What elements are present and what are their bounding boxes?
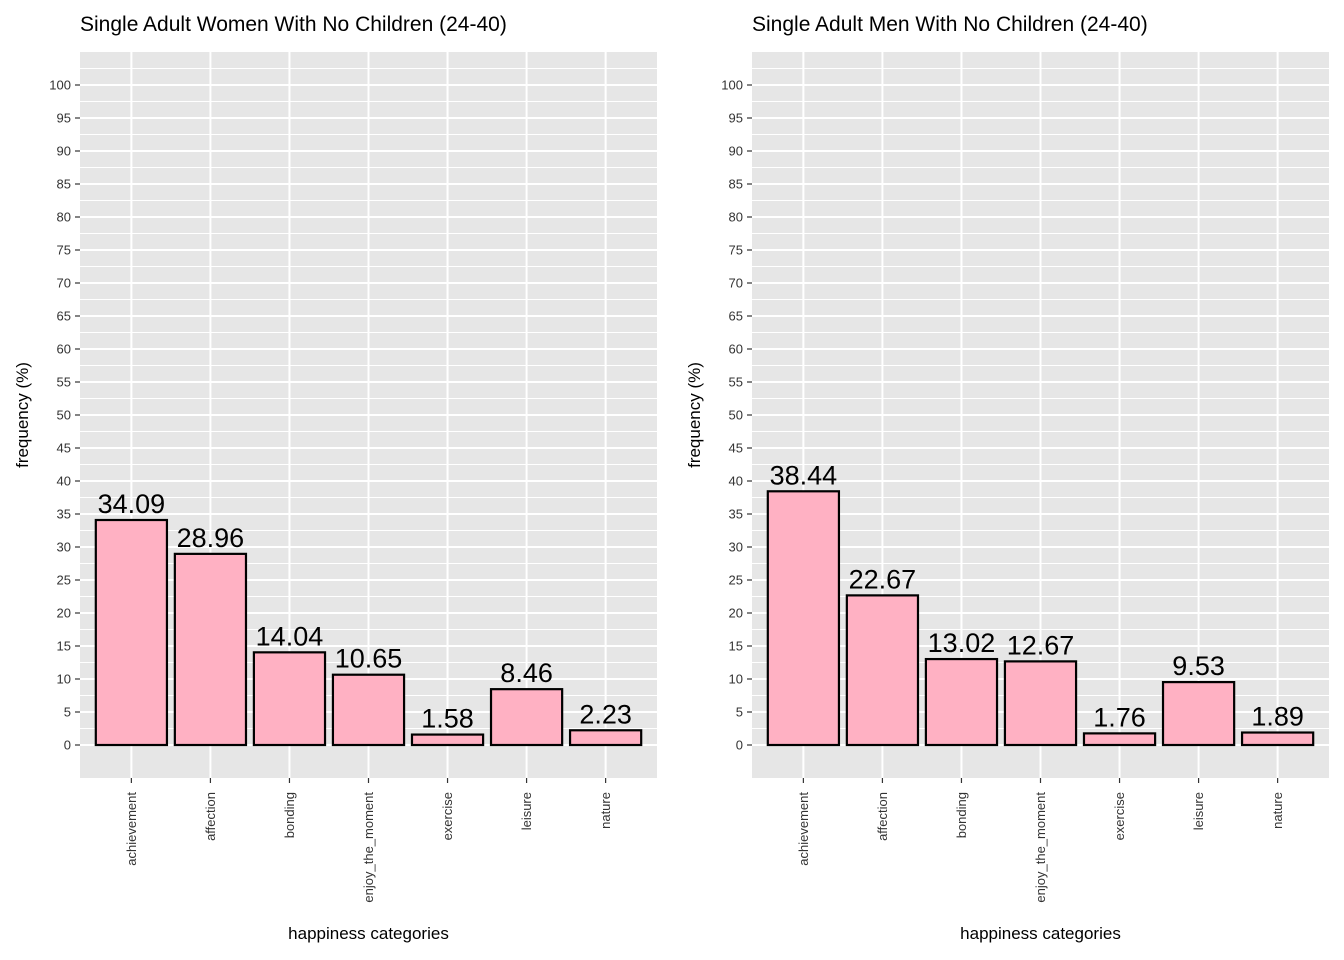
bar-value-label: 13.02 bbox=[928, 628, 996, 658]
bar-value-label: 10.65 bbox=[335, 644, 403, 674]
x-tick-label: achievement bbox=[796, 792, 811, 866]
bar bbox=[845, 594, 920, 747]
x-tick-label: enjoy_the_moment bbox=[1033, 792, 1048, 903]
y-tick-label: 35 bbox=[57, 507, 71, 522]
x-axis-title: happiness categories bbox=[960, 924, 1121, 943]
x-tick-label: enjoy_the_moment bbox=[361, 792, 376, 903]
x-tick-label: nature bbox=[598, 792, 613, 829]
y-tick-label: 15 bbox=[57, 639, 71, 654]
y-tick-label: 100 bbox=[49, 78, 71, 93]
bar bbox=[94, 518, 169, 747]
y-tick-label: 0 bbox=[64, 738, 71, 753]
y-tick-label: 85 bbox=[57, 177, 71, 192]
chart-title: Single Adult Women With No Children (24-… bbox=[80, 13, 507, 36]
y-tick-label: 75 bbox=[57, 243, 71, 258]
bar-value-label: 1.89 bbox=[1251, 702, 1304, 732]
chart-title: Single Adult Men With No Children (24-40… bbox=[752, 13, 1148, 36]
y-tick-label: 90 bbox=[57, 144, 71, 159]
y-tick-label: 80 bbox=[729, 210, 743, 225]
bar-value-label: 2.23 bbox=[579, 699, 632, 729]
y-tick-label: 40 bbox=[57, 474, 71, 489]
y-tick-label: 40 bbox=[729, 474, 743, 489]
y-tick-label: 25 bbox=[729, 573, 743, 588]
y-tick-label: 60 bbox=[57, 342, 71, 357]
bar bbox=[924, 657, 999, 747]
plot-area: 0 5 10 15 20 25 30 35 40 45 50 55 60 65 70 75 80 85 90 95 10… bbox=[49, 52, 657, 903]
bar bbox=[173, 552, 248, 747]
y-tick-label: 55 bbox=[57, 375, 71, 390]
y-tick-label: 85 bbox=[729, 177, 743, 192]
bar-value-label: 8.46 bbox=[500, 658, 553, 688]
y-tick-label: 5 bbox=[736, 705, 743, 720]
bar-value-label: 1.58 bbox=[421, 704, 474, 734]
bar-value-label: 34.09 bbox=[98, 489, 166, 519]
y-tick-label: 0 bbox=[736, 738, 743, 753]
y-tick-label: 15 bbox=[729, 639, 743, 654]
bar-value-label: 38.44 bbox=[770, 460, 838, 490]
y-tick-label: 75 bbox=[729, 243, 743, 258]
x-tick-label: exercise bbox=[1112, 792, 1127, 840]
y-tick-label: 50 bbox=[729, 408, 743, 423]
y-axis-title: frequency (%) bbox=[13, 362, 32, 468]
y-tick-label: 55 bbox=[729, 375, 743, 390]
y-axis-title: frequency (%) bbox=[685, 362, 704, 468]
x-tick-label: achievement bbox=[124, 792, 139, 866]
bar-value-label: 14.04 bbox=[256, 621, 324, 651]
x-tick-label: bonding bbox=[954, 792, 969, 838]
bar bbox=[331, 673, 406, 747]
y-tick-label: 35 bbox=[729, 507, 743, 522]
y-tick-label: 20 bbox=[57, 606, 71, 621]
bar-value-label: 1.76 bbox=[1093, 702, 1146, 732]
bar bbox=[1240, 731, 1315, 747]
x-tick-label: leisure bbox=[1191, 792, 1206, 830]
y-tick-label: 90 bbox=[729, 144, 743, 159]
y-tick-label: 20 bbox=[729, 606, 743, 621]
chart-women: Single Adult Women With No Children (24-… bbox=[13, 13, 657, 943]
y-tick-label: 70 bbox=[729, 276, 743, 291]
bar bbox=[1082, 732, 1157, 747]
x-tick-label: nature bbox=[1270, 792, 1285, 829]
y-tick-label: 70 bbox=[57, 276, 71, 291]
bar-value-label: 12.67 bbox=[1007, 630, 1075, 660]
bar bbox=[766, 490, 841, 747]
y-tick-label: 30 bbox=[57, 540, 71, 555]
y-tick-label: 10 bbox=[729, 672, 743, 687]
x-tick-label: affection bbox=[203, 792, 218, 841]
y-tick-label: 10 bbox=[57, 672, 71, 687]
x-tick-label: affection bbox=[875, 792, 890, 841]
y-tick-label: 30 bbox=[729, 540, 743, 555]
bar bbox=[1003, 660, 1078, 747]
x-axis-title: happiness categories bbox=[288, 924, 449, 943]
y-tick-label: 80 bbox=[57, 210, 71, 225]
bar bbox=[489, 688, 564, 747]
y-tick-label: 95 bbox=[729, 111, 743, 126]
y-tick-label: 45 bbox=[729, 441, 743, 456]
y-tick-label: 50 bbox=[57, 408, 71, 423]
bar bbox=[410, 733, 485, 747]
y-tick-label: 45 bbox=[57, 441, 71, 456]
y-tick-label: 5 bbox=[64, 705, 71, 720]
bar bbox=[252, 651, 327, 747]
bar bbox=[568, 729, 643, 747]
x-tick-label: exercise bbox=[440, 792, 455, 840]
y-tick-label: 65 bbox=[729, 309, 743, 324]
x-tick-label: bonding bbox=[282, 792, 297, 838]
bar-value-label: 28.96 bbox=[177, 523, 245, 553]
bar bbox=[1161, 681, 1236, 747]
plot-area: 0 5 10 15 20 25 30 35 40 45 50 55 60 65 70 75 80 85 90 95 10… bbox=[721, 52, 1329, 903]
y-tick-label: 100 bbox=[721, 78, 743, 93]
y-tick-label: 65 bbox=[57, 309, 71, 324]
y-tick-label: 60 bbox=[729, 342, 743, 357]
bar-value-label: 22.67 bbox=[849, 564, 917, 594]
y-tick-label: 95 bbox=[57, 111, 71, 126]
x-tick-label: leisure bbox=[519, 792, 534, 830]
bar-value-label: 9.53 bbox=[1172, 651, 1225, 681]
chart-men: Single Adult Men With No Children (24-40… bbox=[685, 13, 1329, 943]
y-tick-label: 25 bbox=[57, 573, 71, 588]
